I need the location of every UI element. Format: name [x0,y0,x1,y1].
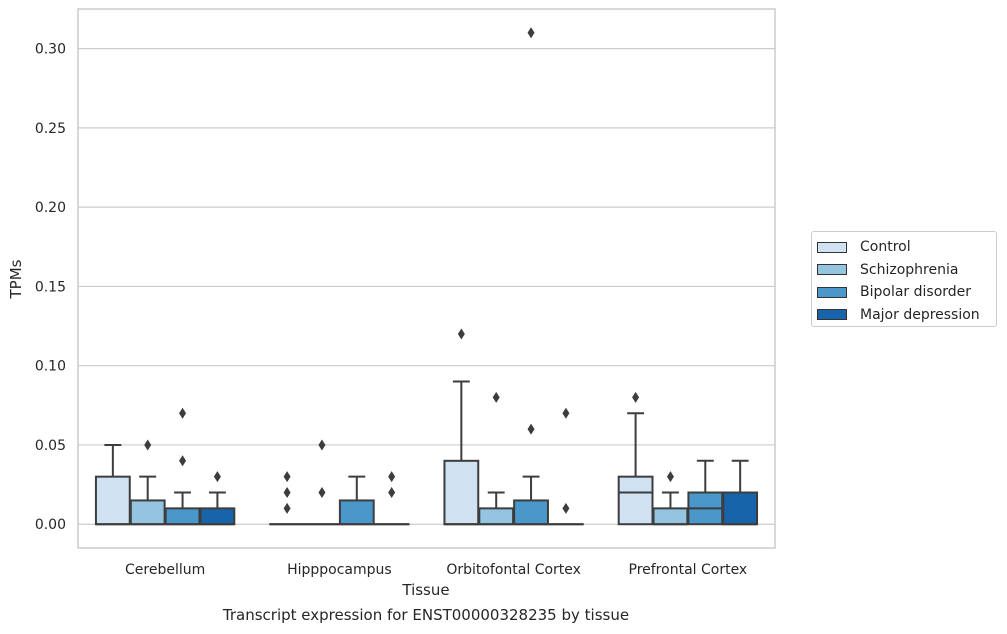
box-control [269,471,306,526]
outlier-point [527,27,535,39]
outlier-point [144,439,152,451]
box-iqr [722,491,759,526]
plot-border [77,8,776,549]
x-tick-label: Orbitofontal Cortex [446,562,581,578]
box-schizophrenia [304,439,340,526]
legend-label: Bipolar disorder [860,284,972,301]
box-bipolar-disorder [338,475,375,526]
box-control [443,328,480,526]
legend: Control Schizophrenia Bipolar disorder Majo… [811,231,997,327]
outlier-point [492,391,500,403]
outlier-point [213,471,221,483]
legend-item: Schizophrenia [817,259,996,282]
x-tick-label: Hipppocampus [287,562,392,578]
chart-caption: Transcript expression for ENST0000032823… [222,606,630,624]
legend-swatch [817,286,847,298]
box-iqr [129,499,166,526]
legend-label: Schizophrenia [860,261,959,278]
outlier-point [283,471,291,483]
y-axis-label: TPMs [7,259,25,299]
box-schizophrenia [652,471,689,526]
y-tick-label: 0.25 [35,121,66,137]
box-iqr [617,475,654,526]
outlier-point [457,328,465,340]
box-iqr [94,475,131,526]
y-tick-labels: 0.00 0.05 0.10 0.15 0.20 0.25 0.30 [35,42,66,534]
outlier-point [179,455,187,467]
box-series [94,27,759,526]
legend-item: Control [817,236,996,259]
x-axis-label: Tissue [401,581,449,599]
outlier-point [318,487,326,499]
outlier-point [388,471,396,483]
box-iqr [513,499,549,526]
box-control [617,391,654,526]
box-major-depression [373,471,410,526]
legend-label: Control [860,239,911,256]
grid-lines [78,48,775,525]
box-bipolar-disorder [164,407,201,526]
plot-frame [77,8,776,549]
legend-swatch [817,309,847,321]
box-iqr [652,507,689,526]
box-major-depression [722,459,759,526]
y-tick-label: 0.15 [35,279,66,295]
outlier-point [283,487,291,499]
box-schizophrenia [129,439,166,526]
box-schizophrenia [478,391,515,526]
box-iqr [338,499,375,526]
outlier-point [179,407,187,419]
legend-item: Major depression [817,304,996,327]
box-bipolar-disorder [513,27,549,526]
y-tick-label: 0.10 [35,359,66,375]
outlier-point [527,423,535,435]
outlier-point [388,487,396,499]
y-tick-label: 0.05 [35,438,66,454]
box-iqr [199,507,236,526]
outlier-point [562,407,570,419]
legend-swatch [817,241,847,253]
y-tick-label: 0.00 [35,517,66,533]
outlier-point [318,439,326,451]
outlier-point [666,471,674,483]
box-iqr [478,507,515,526]
outlier-point [632,391,640,403]
outlier-point [562,502,570,514]
legend-swatch [817,264,847,276]
box-major-depression [547,407,584,526]
x-tick-label: Cerebellum [125,562,205,578]
x-tick-label: Prefrontal Cortex [629,562,748,578]
legend-label: Major depression [860,306,980,323]
box-bipolar-disorder [687,459,724,526]
outlier-point [283,502,291,514]
box-iqr [164,507,201,526]
box-control [94,443,131,526]
box-major-depression [199,471,236,526]
legend-item: Bipolar disorder [817,281,996,304]
y-tick-label: 0.30 [35,42,66,58]
x-tick-labels: Cerebellum Hipppocampus Orbitofontal Corte… [125,562,747,578]
y-tick-label: 0.20 [35,200,66,216]
box-iqr [443,459,480,526]
